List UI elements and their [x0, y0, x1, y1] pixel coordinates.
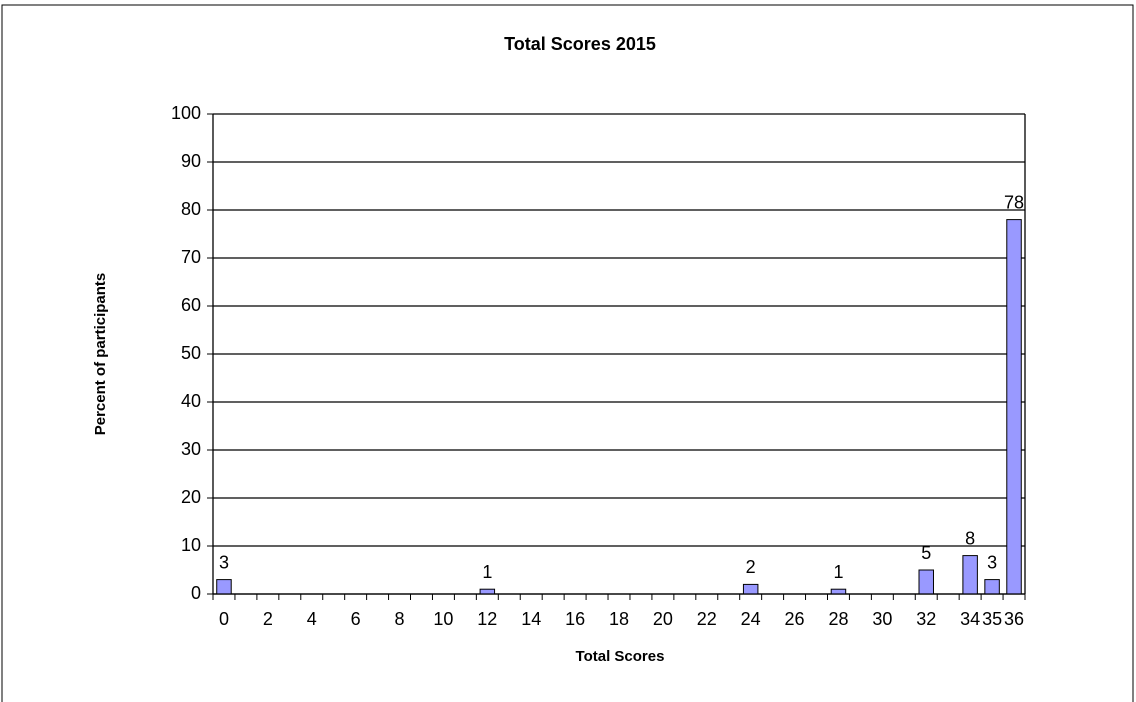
x-tick-label: 32	[916, 609, 936, 629]
x-tick-label: 28	[828, 609, 848, 629]
y-tick-label: 80	[181, 199, 201, 219]
x-tick-label: 36	[1004, 609, 1024, 629]
x-tick-label: 16	[565, 609, 585, 629]
y-axis-label: Percent of participants	[92, 273, 109, 436]
bar	[984, 579, 1000, 595]
data-label: 3	[219, 552, 229, 572]
y-tick-label: 50	[181, 343, 201, 363]
x-tick-label: 34	[960, 609, 980, 629]
bar	[962, 555, 978, 595]
y-tick-label: 90	[181, 151, 201, 171]
y-tick-label: 100	[171, 103, 201, 123]
x-tick-label: 12	[477, 609, 497, 629]
x-tick-label: 35	[982, 609, 1002, 629]
x-tick-label: 10	[433, 609, 453, 629]
data-label: 78	[1004, 192, 1024, 212]
y-tick-label: 60	[181, 295, 201, 315]
x-tick-label: 4	[307, 609, 317, 629]
bar	[830, 588, 847, 595]
x-tick-label: 6	[351, 609, 361, 629]
y-tick-label: 20	[181, 487, 201, 507]
y-tick-label: 30	[181, 439, 201, 459]
x-tick-label: 22	[697, 609, 717, 629]
y-tick-label: 70	[181, 247, 201, 267]
x-tick-label: 20	[653, 609, 673, 629]
x-tick-label: 24	[741, 609, 761, 629]
y-tick-label: 10	[181, 535, 201, 555]
frame	[1, 4, 1134, 702]
x-tick-label: 2	[263, 609, 273, 629]
x-tick-label: 26	[785, 609, 805, 629]
data-label: 5	[921, 543, 931, 563]
x-axis-label: Total Scores	[576, 648, 665, 665]
bar	[918, 569, 934, 595]
data-label: 1	[833, 562, 843, 582]
y-tick-label: 40	[181, 391, 201, 411]
x-tick-label: 0	[219, 609, 229, 629]
data-label: 3	[987, 552, 997, 572]
y-tick-label: 0	[191, 583, 201, 603]
chart-title: Total Scores 2015	[504, 34, 656, 54]
x-tick-label: 8	[395, 609, 405, 629]
x-tick-label: 30	[872, 609, 892, 629]
x-tick-label: 18	[609, 609, 629, 629]
x-tick-label: 14	[521, 609, 541, 629]
bar	[479, 588, 496, 595]
data-label: 2	[746, 557, 756, 577]
bar	[216, 579, 232, 595]
data-label: 8	[965, 528, 975, 548]
bar	[1006, 219, 1022, 595]
bar	[742, 583, 759, 595]
data-label: 1	[482, 562, 492, 582]
